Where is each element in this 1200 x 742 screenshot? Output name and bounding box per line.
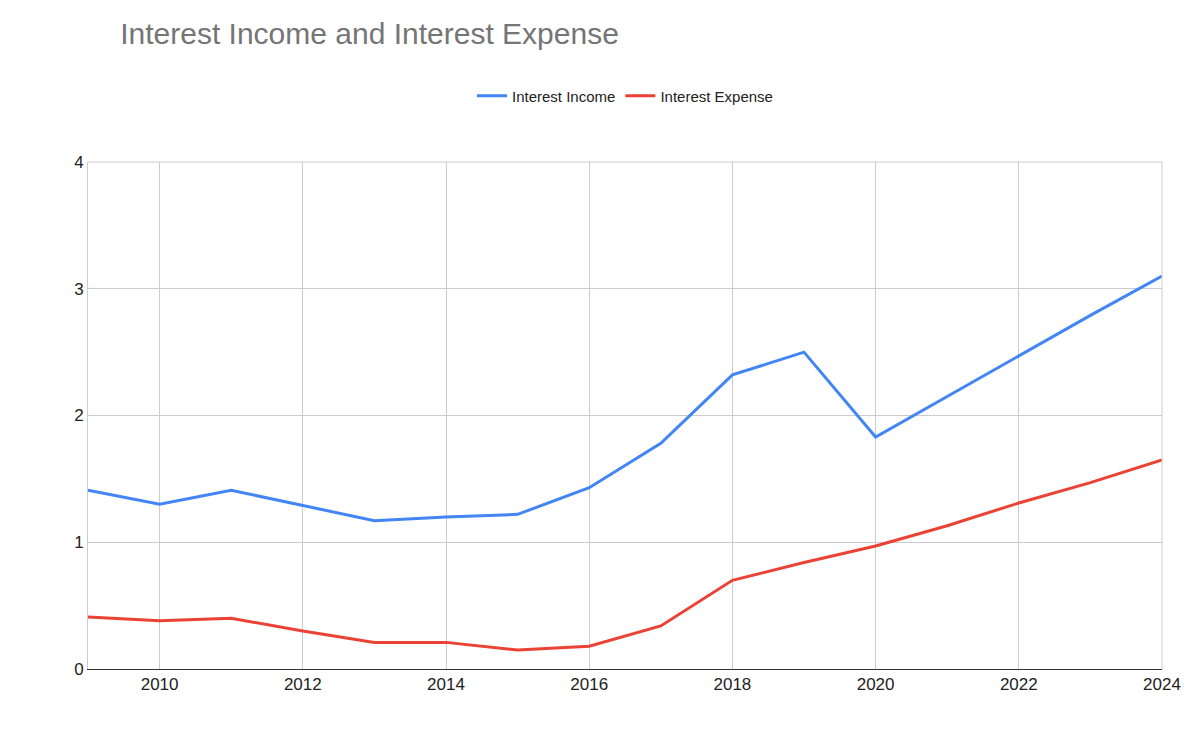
svg-text:1: 1	[74, 533, 83, 552]
svg-text:2020: 2020	[857, 675, 895, 694]
svg-text:2: 2	[74, 406, 83, 425]
svg-text:Interest Expense: Interest Expense	[660, 88, 773, 105]
svg-text:2016: 2016	[570, 675, 608, 694]
svg-text:2024: 2024	[1143, 675, 1181, 694]
svg-text:4: 4	[74, 153, 83, 172]
svg-text:2014: 2014	[427, 675, 465, 694]
svg-text:3: 3	[74, 280, 83, 299]
svg-text:2010: 2010	[141, 675, 179, 694]
svg-text:2022: 2022	[1000, 675, 1038, 694]
svg-text:Interest Income and Interest E: Interest Income and Interest Expense	[120, 17, 619, 50]
svg-text:2012: 2012	[284, 675, 322, 694]
svg-text:2018: 2018	[713, 675, 751, 694]
svg-text:0: 0	[74, 660, 83, 679]
svg-text:Interest Income: Interest Income	[512, 88, 615, 105]
